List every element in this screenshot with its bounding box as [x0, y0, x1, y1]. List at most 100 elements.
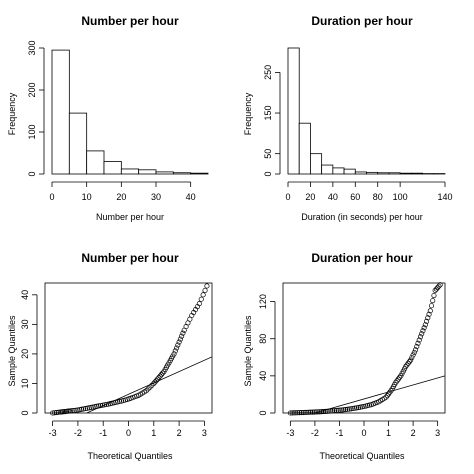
qq-point — [79, 406, 85, 412]
qq-point — [410, 352, 416, 358]
qq-point — [204, 283, 210, 289]
qq-point — [394, 378, 400, 384]
histogram-bar — [321, 164, 334, 175]
qq-point — [100, 402, 106, 408]
qq-point — [152, 379, 158, 385]
qq-point — [117, 398, 123, 405]
histogram-bar — [377, 172, 390, 175]
x-tick-label: 100 — [393, 192, 408, 202]
x-tick-label: 2 — [177, 428, 182, 438]
qq-point — [103, 401, 109, 408]
x-tick-label: 1 — [151, 428, 156, 438]
qq-point — [387, 389, 393, 395]
chart-title: Number per hour — [81, 251, 179, 265]
chart-panel-4: Duration per hour Theoretical Quantiles Sa… — [243, 251, 446, 461]
qq-point — [101, 402, 108, 408]
qq-point — [77, 407, 83, 413]
qq-point — [51, 410, 58, 416]
qq-point — [384, 393, 390, 399]
y-axis-label: Frequency — [7, 92, 17, 135]
qq-point — [395, 376, 401, 382]
qq-point — [289, 410, 295, 416]
histogram-bar — [86, 150, 105, 175]
x-tick-label: 0 — [49, 192, 54, 202]
x-tick-label: 40 — [186, 192, 196, 202]
qq-point — [348, 406, 354, 412]
qq-point — [352, 405, 358, 411]
histogram-bar — [410, 172, 423, 175]
x-tick-label: 2 — [411, 428, 416, 438]
qq-point — [393, 379, 399, 385]
qq-point — [196, 301, 202, 307]
qq-point — [90, 404, 96, 410]
y-tick-label: 150 — [263, 106, 273, 121]
qq-point — [430, 298, 436, 304]
qq-point — [155, 376, 161, 382]
chart-title: Number per hour — [81, 14, 179, 28]
qq-point — [98, 403, 104, 409]
qq-point — [428, 303, 435, 309]
qq-point — [111, 400, 117, 406]
qq-point — [437, 282, 443, 288]
y-tick-label: 300 — [27, 40, 37, 55]
histogram-bar — [310, 153, 323, 175]
qq-point — [172, 348, 178, 354]
qq-point — [419, 331, 425, 337]
qq-point — [415, 340, 421, 346]
histogram-bar — [287, 47, 300, 175]
qq-point — [153, 377, 159, 384]
y-tick-label: 0 — [258, 410, 268, 415]
histogram-bar — [399, 172, 412, 175]
qq-point — [174, 345, 180, 351]
y-tick-label: 0 — [20, 410, 30, 415]
y-tick-label: 250 — [263, 65, 273, 80]
y-tick-label: 0 — [263, 171, 273, 176]
x-tick-label: 80 — [373, 192, 383, 202]
x-tick-label: 3 — [435, 428, 440, 438]
qq-point — [304, 409, 310, 415]
qq-point — [426, 311, 432, 317]
qq-point — [424, 318, 430, 324]
qq-point — [331, 408, 338, 414]
qq-point — [328, 408, 334, 414]
qq-point — [354, 405, 360, 411]
y-tick-label: 0 — [27, 171, 37, 176]
qq-point — [330, 408, 336, 414]
qq-point — [180, 330, 186, 336]
qq-point — [69, 408, 75, 414]
qq-point — [298, 410, 304, 416]
qq-point — [422, 322, 428, 328]
qq-point — [436, 283, 442, 289]
x-tick-label: 140 — [437, 192, 452, 202]
x-tick-label: -3 — [49, 428, 57, 438]
y-tick-label: 80 — [258, 334, 268, 344]
qq-point — [82, 406, 89, 412]
qq-point — [315, 409, 321, 415]
histogram-bar — [138, 169, 157, 175]
qq-point — [158, 372, 164, 378]
histogram-bar — [103, 160, 122, 175]
chart-panel-2: Duration per hour Duration (in seconds) p… — [243, 14, 453, 222]
qq-point — [343, 407, 349, 413]
qq-point — [411, 349, 417, 355]
qq-point — [408, 357, 414, 363]
x-axis-label: Duration (in seconds) per hour — [301, 212, 423, 222]
x-tick-label: 10 — [82, 192, 92, 202]
histogram-bar — [51, 49, 70, 175]
qq-point — [306, 409, 312, 415]
qq-point — [53, 410, 59, 416]
qq-point — [333, 407, 339, 414]
qq-point — [157, 373, 163, 379]
chart-title: Duration per hour — [311, 251, 413, 265]
qq-point — [412, 347, 419, 353]
qq-point — [94, 403, 100, 409]
y-tick-label: 200 — [27, 82, 37, 97]
qq-point — [300, 409, 306, 416]
qq-point — [416, 337, 422, 343]
qq-point — [431, 292, 437, 299]
qq-point — [404, 362, 410, 368]
qq-point — [339, 407, 345, 413]
qq-point — [84, 405, 90, 411]
qq-point — [200, 292, 206, 298]
qq-point — [427, 308, 433, 314]
